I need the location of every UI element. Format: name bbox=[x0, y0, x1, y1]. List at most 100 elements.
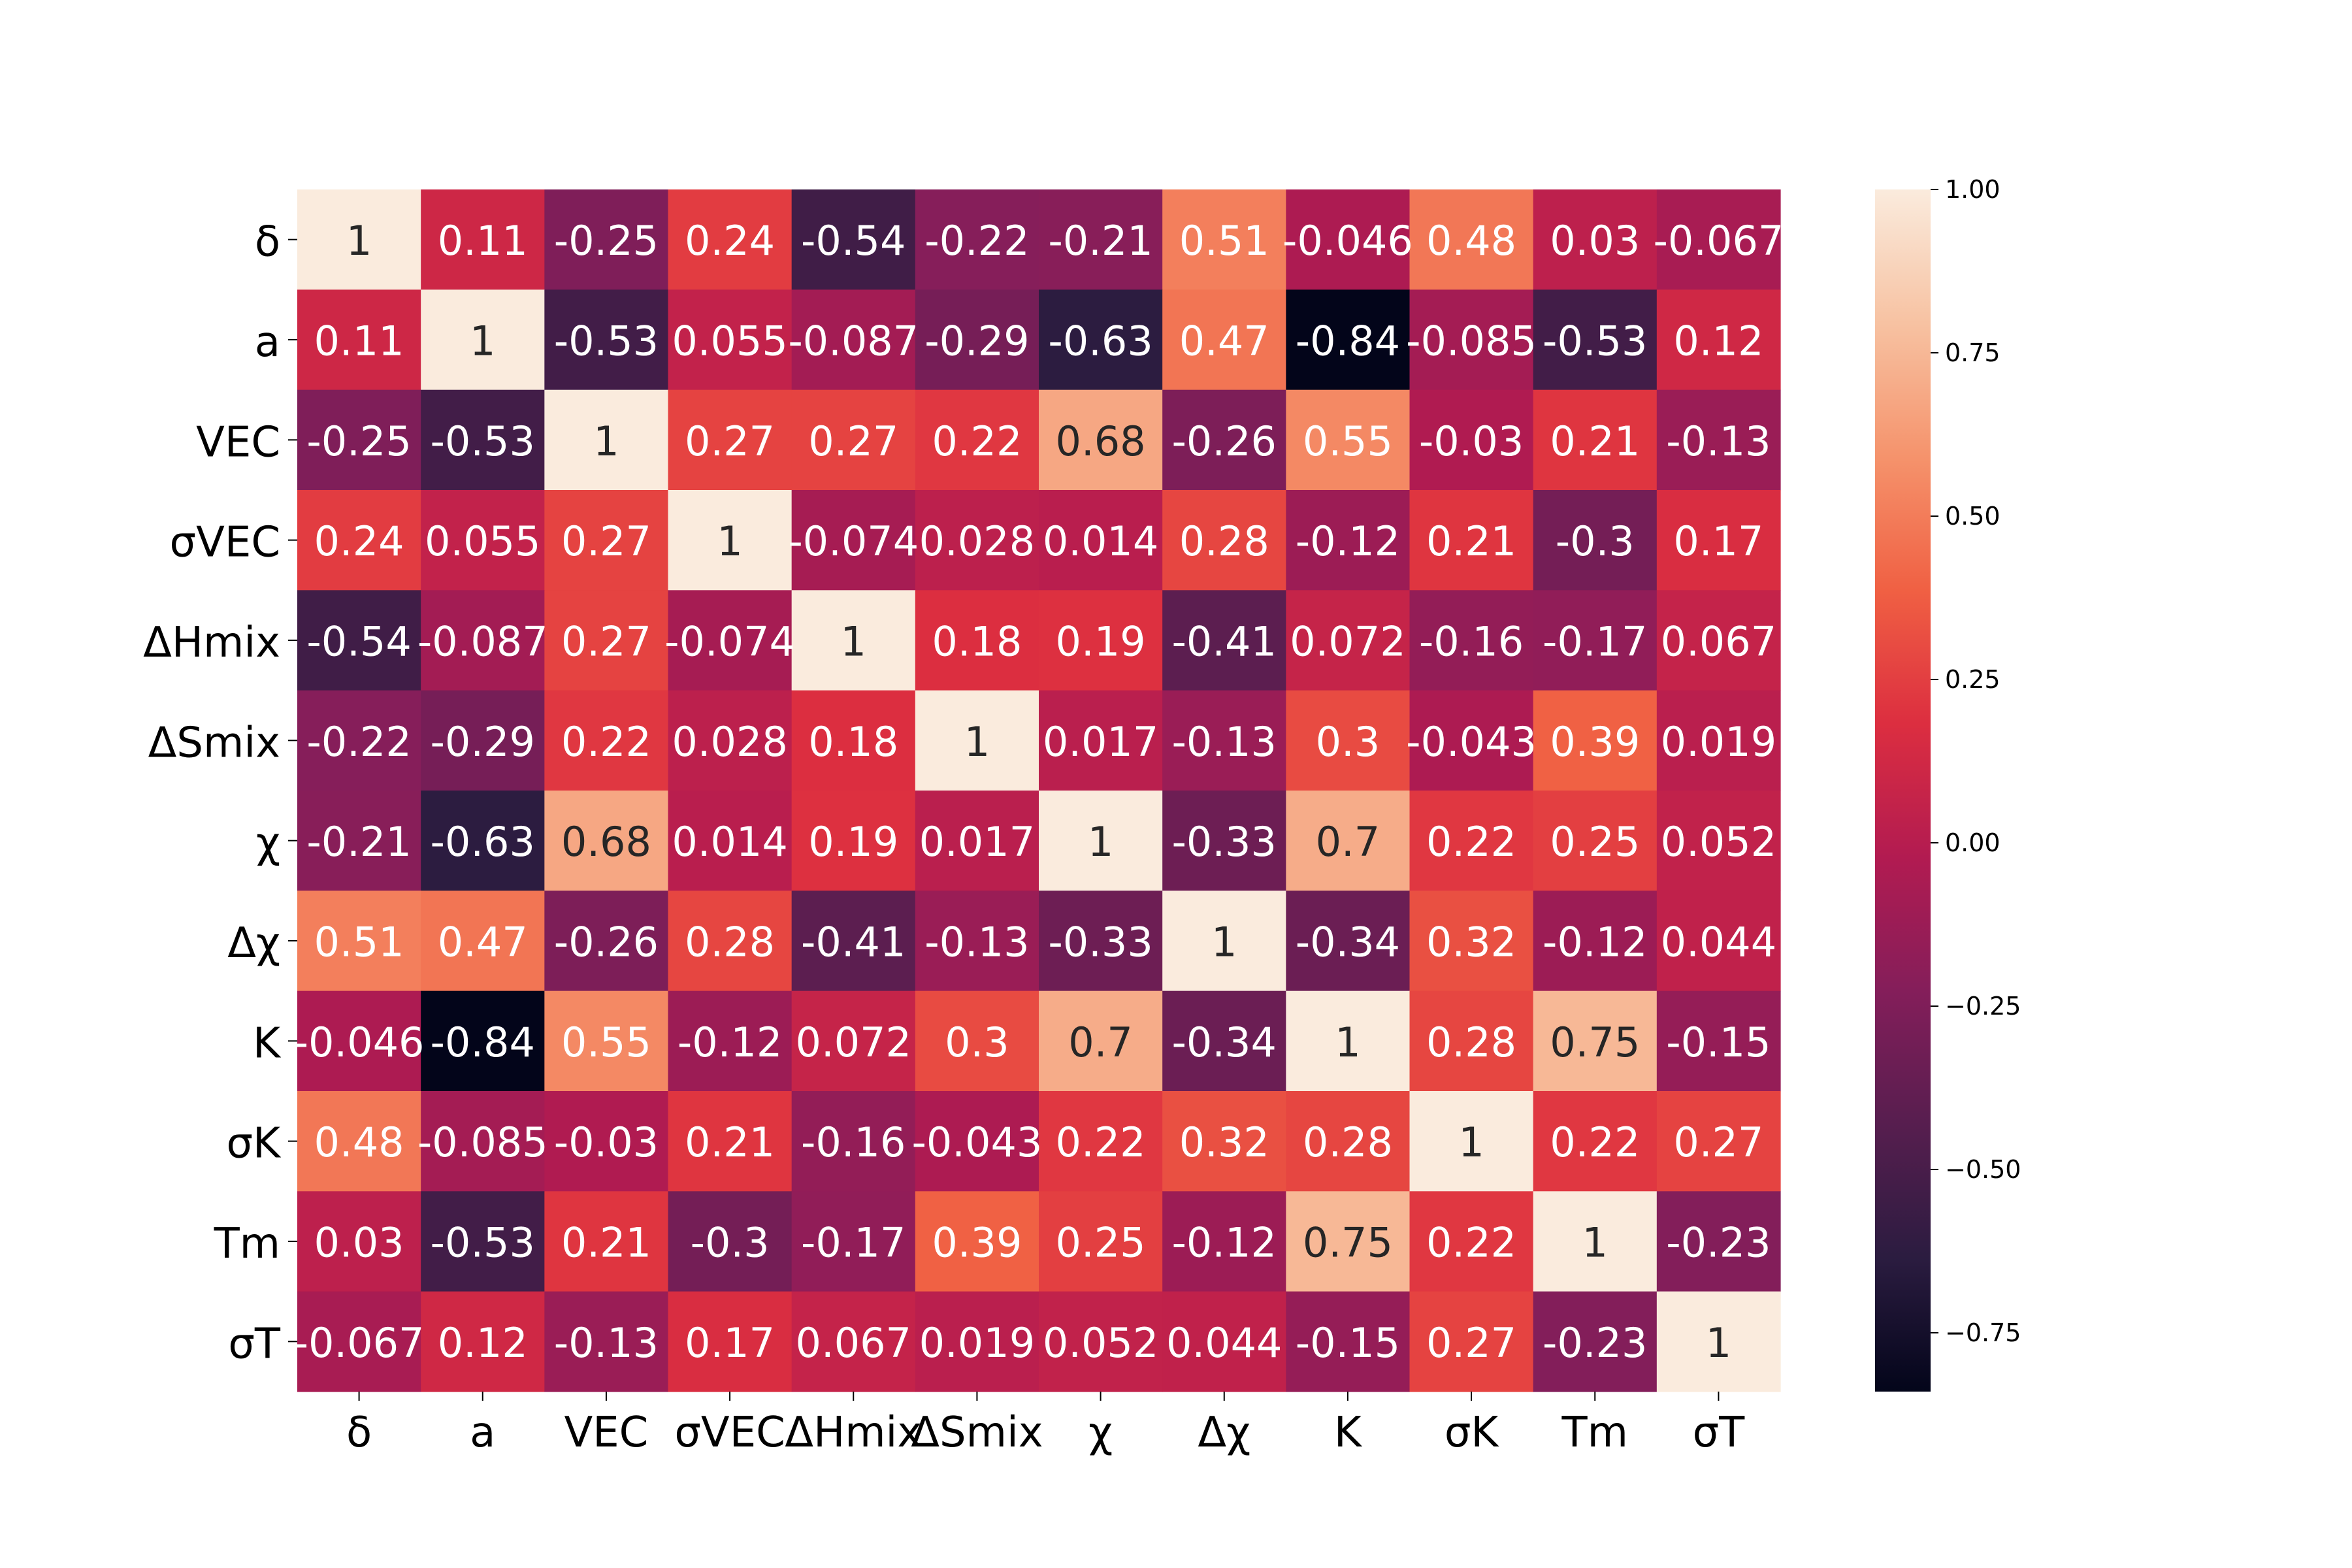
cell-value-label: 0.27 bbox=[561, 517, 651, 565]
heatmap-cell-7-11 bbox=[1656, 890, 1781, 992]
heatmap-cell-11-11 bbox=[1656, 1291, 1781, 1392]
heatmap-cell-6-1 bbox=[421, 791, 545, 891]
cell-value-label: 1 bbox=[346, 217, 372, 265]
heatmap-cell-2-4 bbox=[791, 389, 916, 491]
y-tick-label: Tm bbox=[214, 1220, 280, 1268]
cell-value-label: -0.16 bbox=[801, 1119, 906, 1166]
cell-value-label: 0.21 bbox=[1426, 517, 1516, 565]
heatmap-cell-4-1 bbox=[421, 590, 545, 691]
cell-value-label: 0.7 bbox=[1068, 1019, 1133, 1066]
cell-value-label: -0.15 bbox=[1666, 1019, 1771, 1066]
heatmap-cell-1-8 bbox=[1286, 289, 1411, 391]
heatmap-cell-8-4 bbox=[791, 990, 916, 1092]
cell-value-label: 1 bbox=[841, 618, 866, 666]
cell-value-label: 0.019 bbox=[919, 1319, 1036, 1367]
x-tick-label: χ bbox=[1088, 1409, 1113, 1457]
cell-value-label: 0.51 bbox=[1179, 217, 1269, 265]
cell-value-label: 0.21 bbox=[1550, 417, 1640, 465]
cell-value-label: 1 bbox=[1706, 1319, 1731, 1367]
cell-value-label: 0.3 bbox=[945, 1019, 1009, 1066]
x-tick-label: ΔSmix bbox=[911, 1409, 1043, 1457]
heatmap-cell-6-9 bbox=[1409, 791, 1534, 891]
heatmap-cell-0-4 bbox=[791, 189, 916, 290]
cell-value-label: -0.043 bbox=[911, 1119, 1042, 1166]
heatmap-cell-3-9 bbox=[1409, 490, 1534, 591]
heatmap-cell-7-3 bbox=[668, 890, 792, 992]
cell-value-label: 0.019 bbox=[1661, 718, 1777, 766]
cell-value-label: 0.48 bbox=[314, 1119, 404, 1166]
cell-value-label: -0.043 bbox=[1406, 718, 1537, 766]
x-tick-label: σK bbox=[1445, 1409, 1500, 1457]
cell-value-label: 0.28 bbox=[1303, 1119, 1393, 1166]
cell-value-label: 0.014 bbox=[1043, 517, 1159, 565]
heatmap-cell-7-9 bbox=[1409, 890, 1534, 992]
cell-value-label: 1 bbox=[470, 318, 495, 365]
cell-value-label: 0.24 bbox=[685, 217, 775, 265]
heatmap-cell-6-3 bbox=[668, 791, 792, 891]
heatmap-cell-4-6 bbox=[1039, 590, 1163, 691]
heatmap-cell-3-11 bbox=[1656, 490, 1781, 591]
y-tick-label: σK bbox=[226, 1120, 282, 1168]
cell-value-label: 0.028 bbox=[919, 517, 1036, 565]
heatmap-cell-2-5 bbox=[915, 389, 1039, 491]
x-tick-label: Tm bbox=[1561, 1409, 1628, 1457]
cell-value-label: -0.54 bbox=[801, 217, 906, 265]
cell-value-label: 0.19 bbox=[808, 818, 898, 866]
cell-value-label: -0.087 bbox=[417, 618, 548, 666]
heatmap-cell-8-5 bbox=[915, 990, 1039, 1092]
cell-value-label: 0.22 bbox=[561, 718, 651, 766]
cell-value-label: -0.29 bbox=[924, 318, 1029, 365]
cell-value-label: -0.3 bbox=[1556, 517, 1635, 565]
cell-value-label: 0.017 bbox=[1043, 718, 1159, 766]
heatmap-cell-0-11 bbox=[1656, 189, 1781, 290]
heatmap-cell-8-0 bbox=[297, 990, 421, 1092]
heatmap-cell-9-5 bbox=[915, 1091, 1039, 1192]
heatmap-cell-11-5 bbox=[915, 1291, 1039, 1392]
cell-value-label: -0.23 bbox=[1666, 1219, 1771, 1267]
cell-value-label: 0.03 bbox=[314, 1219, 404, 1267]
cell-value-label: -0.41 bbox=[1172, 618, 1277, 666]
heatmap-cell-8-8 bbox=[1286, 990, 1411, 1092]
cell-value-label: -0.15 bbox=[1296, 1319, 1400, 1367]
cell-value-label: 1 bbox=[1211, 919, 1237, 966]
cell-value-label: -0.53 bbox=[554, 318, 659, 365]
heatmap-cell-5-4 bbox=[791, 690, 916, 791]
heatmap-cell-1-10 bbox=[1533, 289, 1658, 391]
heatmap-cell-9-1 bbox=[421, 1091, 545, 1192]
heatmap-cell-5-2 bbox=[544, 690, 669, 791]
cell-value-label: 0.32 bbox=[1179, 1119, 1269, 1166]
colorbar-tick-label: 0.25 bbox=[1945, 665, 2001, 694]
heatmap-cell-2-8 bbox=[1286, 389, 1411, 491]
cell-value-label: 0.18 bbox=[808, 718, 898, 766]
cell-value-label: 1 bbox=[717, 517, 742, 565]
cell-value-label: -0.12 bbox=[1172, 1219, 1277, 1267]
heatmap-cell-11-3 bbox=[668, 1291, 792, 1392]
cell-value-label: 0.27 bbox=[561, 618, 651, 666]
heatmap-cell-9-10 bbox=[1533, 1091, 1658, 1192]
cell-value-label: -0.16 bbox=[1419, 618, 1524, 666]
cell-value-label: 0.75 bbox=[1550, 1019, 1640, 1066]
cell-value-label: -0.34 bbox=[1172, 1019, 1277, 1066]
cell-value-label: -0.13 bbox=[1666, 417, 1771, 465]
cell-value-label: 0.18 bbox=[932, 618, 1022, 666]
cell-value-label: 0.055 bbox=[672, 318, 788, 365]
cell-value-label: 0.22 bbox=[1056, 1119, 1146, 1166]
heatmap-cell-0-5 bbox=[915, 189, 1039, 290]
cell-value-label: 0.28 bbox=[1179, 517, 1269, 565]
heatmap-cell-7-10 bbox=[1533, 890, 1658, 992]
cell-value-label: 1 bbox=[1582, 1219, 1608, 1267]
cell-value-label: 0.68 bbox=[561, 818, 651, 866]
heatmap-cell-11-10 bbox=[1533, 1291, 1658, 1392]
heatmap-cell-7-1 bbox=[421, 890, 545, 992]
cell-value-label: -0.84 bbox=[431, 1019, 535, 1066]
heatmap-cell-9-3 bbox=[668, 1091, 792, 1192]
cell-value-label: 0.11 bbox=[438, 217, 528, 265]
heatmap-cell-2-3 bbox=[668, 389, 792, 491]
cell-value-label: 0.067 bbox=[796, 1319, 912, 1367]
cell-value-label: 0.22 bbox=[1426, 818, 1516, 866]
colorbar-tick-label: −0.75 bbox=[1945, 1318, 2021, 1347]
heatmap-cell-6-8 bbox=[1286, 791, 1411, 891]
heatmap-cell-7-5 bbox=[915, 890, 1039, 992]
heatmap-cell-10-8 bbox=[1286, 1191, 1411, 1292]
cell-value-label: 0.25 bbox=[1550, 818, 1640, 866]
